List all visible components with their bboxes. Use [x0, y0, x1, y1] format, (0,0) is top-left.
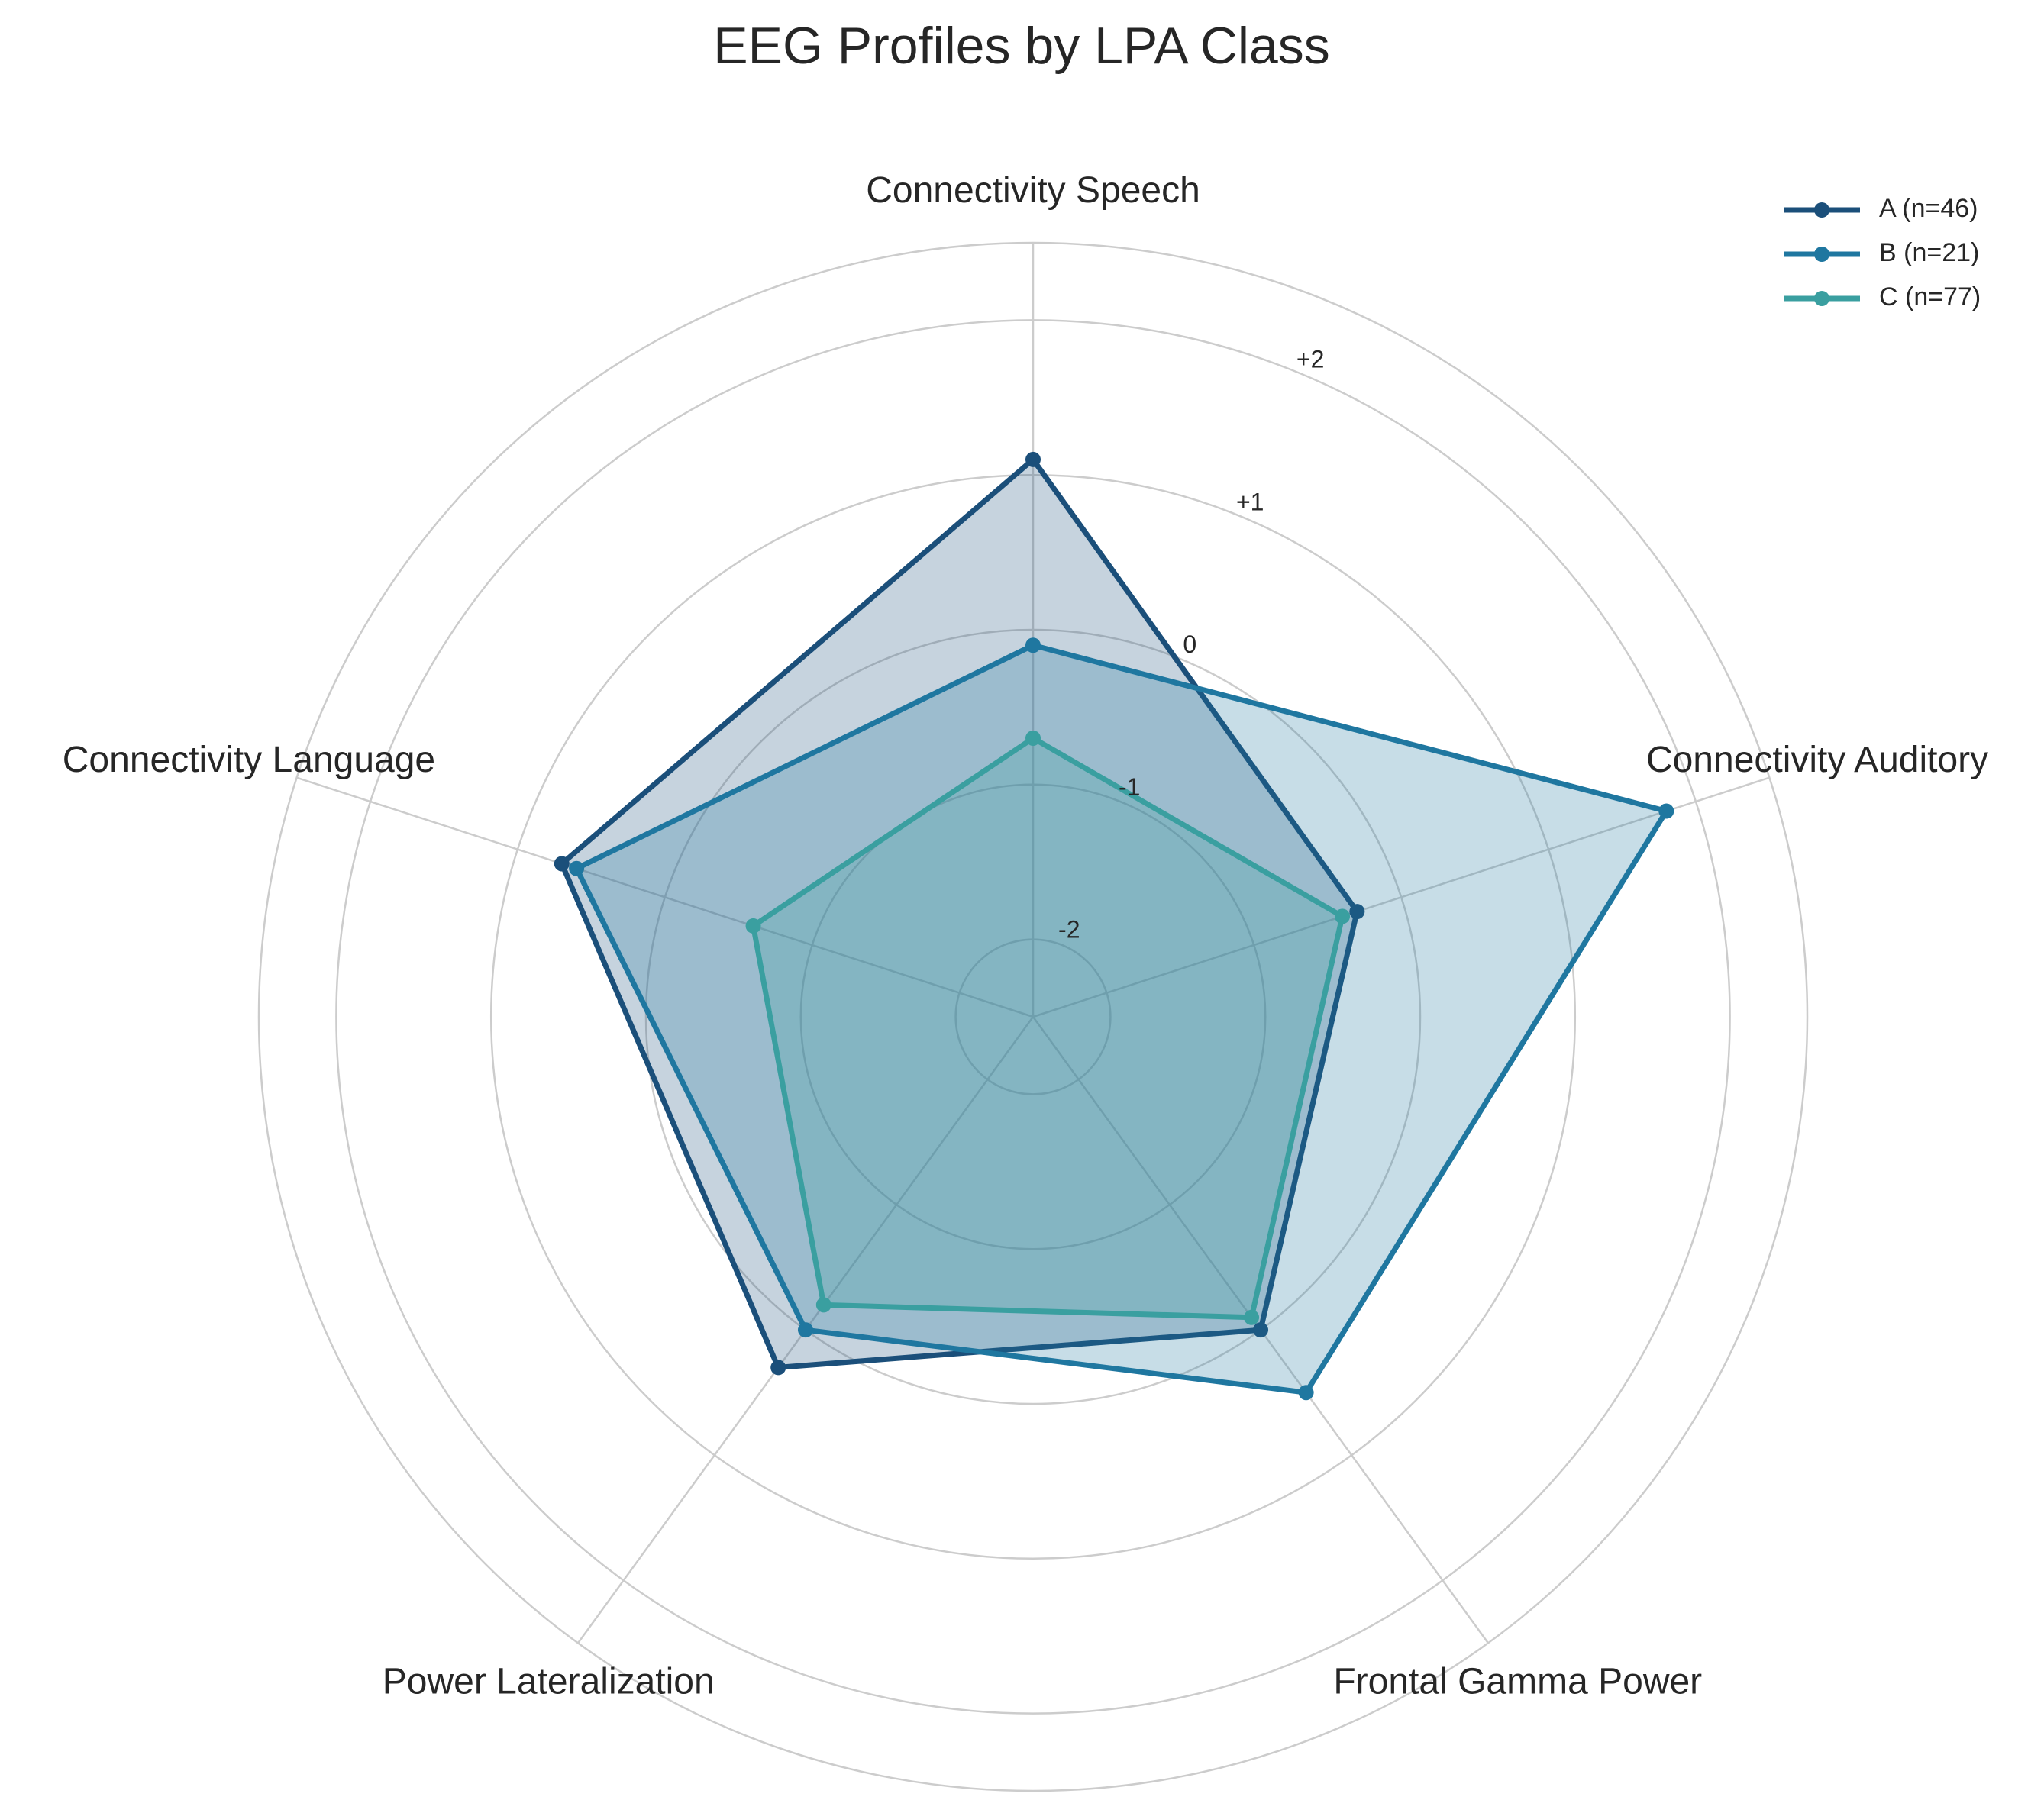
- legend-marker: [1814, 291, 1829, 306]
- point: [770, 1360, 786, 1376]
- point: [1298, 1385, 1314, 1401]
- axis-label: Power Lateralization: [383, 1661, 715, 1702]
- tick-label: +1: [1236, 488, 1264, 515]
- series-area: [576, 645, 1667, 1393]
- point: [745, 918, 761, 934]
- point: [569, 860, 585, 876]
- point: [815, 1297, 831, 1313]
- legend-marker: [1814, 247, 1829, 262]
- point: [1335, 908, 1351, 924]
- series-line: [751, 735, 1345, 1321]
- chart-title: EEG Profiles by LPA Class: [713, 17, 1330, 75]
- axis-label: Connectivity Speech: [866, 170, 1200, 211]
- point: [1025, 451, 1041, 467]
- legend-label: A (n=46): [1879, 194, 1978, 223]
- series-area: [561, 459, 1358, 1368]
- point: [1658, 803, 1674, 819]
- series-line: [573, 642, 1669, 1395]
- axis-label: Connectivity Language: [63, 740, 435, 780]
- series-line: [559, 456, 1360, 1370]
- point: [1025, 637, 1041, 653]
- legend-label: C (n=77): [1879, 282, 1981, 311]
- point: [1349, 904, 1365, 920]
- tick-label: -2: [1058, 916, 1080, 944]
- point: [1253, 1322, 1269, 1338]
- point: [554, 856, 570, 872]
- point: [1244, 1309, 1260, 1325]
- tick-label: 0: [1183, 631, 1196, 658]
- point: [797, 1322, 813, 1338]
- legend-marker: [1814, 202, 1829, 218]
- legend-label: B (n=21): [1879, 238, 1979, 267]
- tick-label: -1: [1119, 773, 1140, 801]
- spoke: [296, 776, 1034, 1018]
- axis-label: Connectivity Auditory: [1646, 740, 1988, 780]
- axis-label: Frontal Gamma Power: [1333, 1661, 1702, 1702]
- point: [1025, 730, 1041, 746]
- series-area: [753, 738, 1342, 1318]
- tick-label: +2: [1296, 345, 1324, 373]
- spoke: [1032, 776, 1770, 1018]
